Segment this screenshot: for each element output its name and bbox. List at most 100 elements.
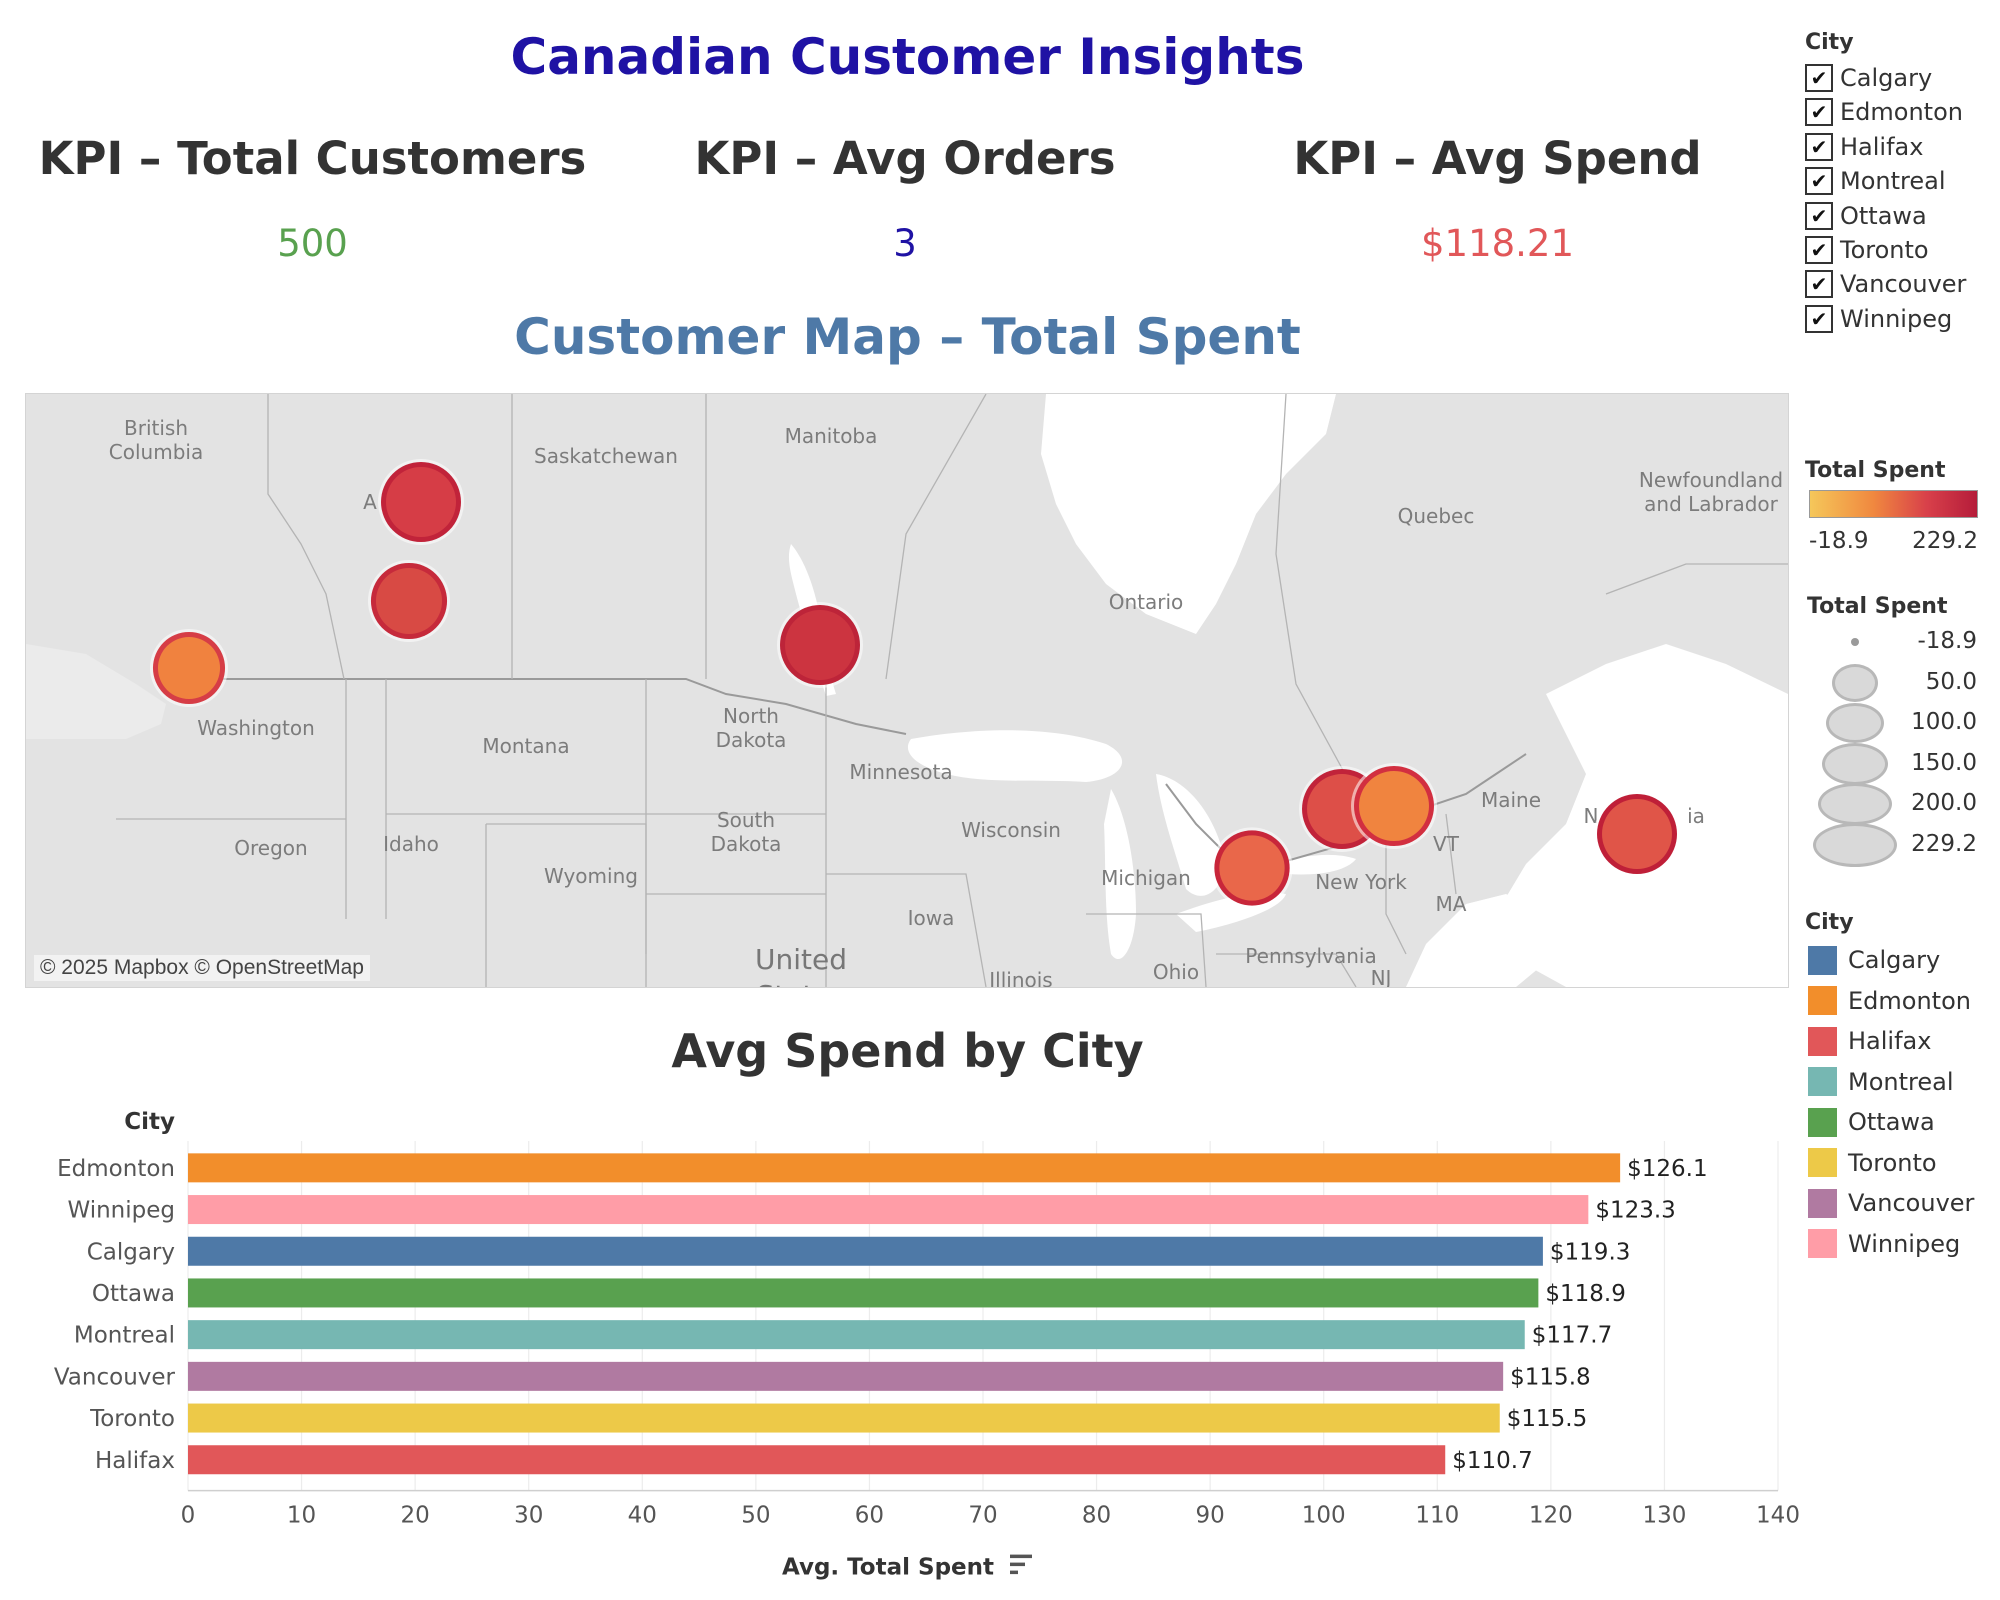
color-legend-label: Winnipeg bbox=[1848, 1229, 1961, 1258]
city-filter-item-edmonton[interactable]: ✔ Edmonton bbox=[1805, 96, 1963, 128]
size-legend-item: -18.9 bbox=[1805, 622, 1995, 662]
bar-value-label: $126.1 bbox=[1627, 1156, 1707, 1182]
city-color-legend-item-halifax[interactable]: Halifax bbox=[1808, 1025, 1931, 1057]
x-axis-title: Avg. Total Spent bbox=[782, 1555, 994, 1581]
y-tick-label: Halifax bbox=[95, 1448, 175, 1474]
x-tick-label: 70 bbox=[968, 1503, 997, 1529]
color-legend-label: Montreal bbox=[1848, 1067, 1954, 1096]
city-filter-label: Halifax bbox=[1840, 132, 1924, 161]
size-circle-icon bbox=[1826, 703, 1884, 743]
bar-value-label: $115.5 bbox=[1507, 1406, 1587, 1432]
customer-map[interactable]: British Columbia A Saskatchewan Manitoba… bbox=[25, 393, 1789, 988]
bar-value-label: $123.3 bbox=[1595, 1198, 1675, 1224]
bar-toronto[interactable] bbox=[188, 1403, 1500, 1433]
city-color-legend-item-edmonton[interactable]: Edmonton bbox=[1808, 985, 1971, 1017]
city-filter-label: Ottawa bbox=[1840, 201, 1927, 230]
map-marker-edmonton[interactable] bbox=[378, 459, 464, 545]
bar-vancouver[interactable] bbox=[188, 1361, 1504, 1391]
size-legend-value: 50.0 bbox=[1925, 668, 1977, 695]
map-label-ma: MA bbox=[1435, 892, 1467, 916]
city-color-legend-item-winnipeg[interactable]: Winnipeg bbox=[1808, 1228, 1960, 1260]
y-tick-label: Edmonton bbox=[57, 1156, 175, 1182]
city-filter-item-toronto[interactable]: ✔ Toronto bbox=[1805, 234, 1929, 266]
checkbox-icon[interactable]: ✔ bbox=[1805, 167, 1833, 196]
map-label-maine: Maine bbox=[1480, 788, 1542, 812]
bar-edmonton[interactable] bbox=[188, 1153, 1621, 1183]
map-marker-vancouver[interactable] bbox=[149, 628, 229, 708]
x-tick-label: 120 bbox=[1529, 1503, 1573, 1529]
bar-value-label: $117.7 bbox=[1532, 1323, 1612, 1349]
y-tick-label: Toronto bbox=[89, 1406, 175, 1432]
bar-value-label: $115.8 bbox=[1510, 1364, 1590, 1390]
map-label-south-dakota: South Dakota bbox=[710, 808, 782, 856]
x-tick-label: 60 bbox=[855, 1503, 884, 1529]
y-tick-label: Montreal bbox=[74, 1323, 175, 1349]
size-legend-item: 200.0 bbox=[1805, 783, 1995, 825]
checkbox-icon[interactable]: ✔ bbox=[1805, 64, 1833, 92]
checkbox-icon[interactable]: ✔ bbox=[1805, 132, 1833, 161]
city-color-legend-item-montreal[interactable]: Montreal bbox=[1808, 1066, 1954, 1098]
size-legend-value: -18.9 bbox=[1917, 628, 1977, 654]
city-filter-item-vancouver[interactable]: ✔ Vancouver bbox=[1805, 268, 1966, 300]
checkbox-icon[interactable]: ✔ bbox=[1805, 270, 1833, 299]
avg-spend-bar-chart[interactable]: City Edmonton $126.1 Winnipeg $123.3 Calgary $… bbox=[0, 1095, 1800, 1600]
map-label-nova-scotia-part1: N bbox=[1583, 804, 1599, 828]
atlantic-coast-water bbox=[1406, 894, 1556, 987]
kpi-avg-orders-value: 3 bbox=[893, 222, 917, 265]
size-legend-value: 150.0 bbox=[1911, 749, 1977, 776]
map-marker-montreal[interactable] bbox=[1351, 763, 1437, 849]
sort-descending-icon[interactable] bbox=[1010, 1554, 1032, 1575]
map-marker-calgary[interactable] bbox=[367, 559, 451, 643]
checkbox-icon[interactable]: ✔ bbox=[1805, 304, 1833, 333]
map-label-north-dakota: North Dakota bbox=[715, 704, 787, 752]
map-label-wyoming: Wyoming bbox=[544, 864, 638, 888]
city-filter-item-winnipeg[interactable]: ✔ Winnipeg bbox=[1805, 303, 1952, 335]
x-tick-label: 10 bbox=[287, 1503, 316, 1529]
x-tick-label: 130 bbox=[1642, 1503, 1686, 1529]
y-tick-label: Calgary bbox=[87, 1239, 175, 1265]
pacific-coast-water bbox=[26, 644, 166, 739]
city-color-legend-item-vancouver[interactable]: Vancouver bbox=[1808, 1187, 1974, 1219]
city-color-legend-item-ottawa[interactable]: Ottawa bbox=[1808, 1106, 1935, 1138]
bar-montreal[interactable] bbox=[188, 1320, 1525, 1350]
city-filter-item-montreal[interactable]: ✔ Montreal bbox=[1805, 165, 1946, 197]
size-legend-item: 150.0 bbox=[1805, 742, 1995, 785]
color-swatch bbox=[1808, 1067, 1837, 1096]
city-color-legend-item-toronto[interactable]: Toronto bbox=[1808, 1147, 1937, 1179]
map-label-nova-scotia-part2: ia bbox=[1687, 804, 1705, 828]
size-circle-icon bbox=[1822, 742, 1888, 785]
city-filter-item-calgary[interactable]: ✔ Calgary bbox=[1805, 62, 1932, 94]
checkbox-icon[interactable]: ✔ bbox=[1805, 98, 1833, 127]
color-scale-gradient bbox=[1809, 490, 1978, 518]
x-tick-label: 20 bbox=[401, 1503, 430, 1529]
city-filter-item-halifax[interactable]: ✔ Halifax bbox=[1805, 131, 1923, 163]
size-circle-icon bbox=[1851, 638, 1859, 646]
x-tick-label: 110 bbox=[1415, 1503, 1459, 1529]
city-color-legend-item-calgary[interactable]: Calgary bbox=[1808, 944, 1940, 976]
bar-ottawa[interactable] bbox=[188, 1278, 1539, 1308]
x-tick-label: 100 bbox=[1302, 1503, 1346, 1529]
bar-chart-title: Avg Spend by City bbox=[671, 1024, 1144, 1078]
map-attribution[interactable]: © 2025 Mapbox © OpenStreetMap bbox=[34, 955, 370, 981]
map-marker-toronto[interactable] bbox=[1211, 827, 1293, 909]
map-marker-halifax[interactable] bbox=[1594, 791, 1680, 877]
checkbox-icon[interactable]: ✔ bbox=[1805, 236, 1833, 264]
size-legend-item: 100.0 bbox=[1805, 703, 1995, 743]
map-label-illinois: Illinois bbox=[989, 968, 1053, 988]
x-tick-label: 0 bbox=[181, 1503, 196, 1529]
lake-ontario-water bbox=[1276, 854, 1356, 875]
size-circle-icon bbox=[1818, 783, 1892, 825]
map-label-pennsylvania: Pennsylvania bbox=[1245, 944, 1377, 968]
bar-winnipeg[interactable] bbox=[188, 1195, 1589, 1225]
map-label-oregon: Oregon bbox=[234, 836, 308, 860]
size-circle-icon bbox=[1832, 663, 1878, 702]
map-marker-winnipeg[interactable] bbox=[777, 602, 863, 688]
checkbox-icon[interactable]: ✔ bbox=[1805, 201, 1833, 230]
city-filter-label: Vancouver bbox=[1840, 270, 1967, 299]
bar-calgary[interactable] bbox=[188, 1236, 1543, 1266]
city-filter-item-ottawa[interactable]: ✔ Ottawa bbox=[1805, 200, 1927, 232]
color-swatch bbox=[1808, 1188, 1837, 1218]
map-label-newfoundland: Newfoundland and Labrador bbox=[1638, 468, 1784, 516]
color-swatch bbox=[1808, 1229, 1837, 1258]
bar-halifax[interactable] bbox=[188, 1445, 1446, 1475]
